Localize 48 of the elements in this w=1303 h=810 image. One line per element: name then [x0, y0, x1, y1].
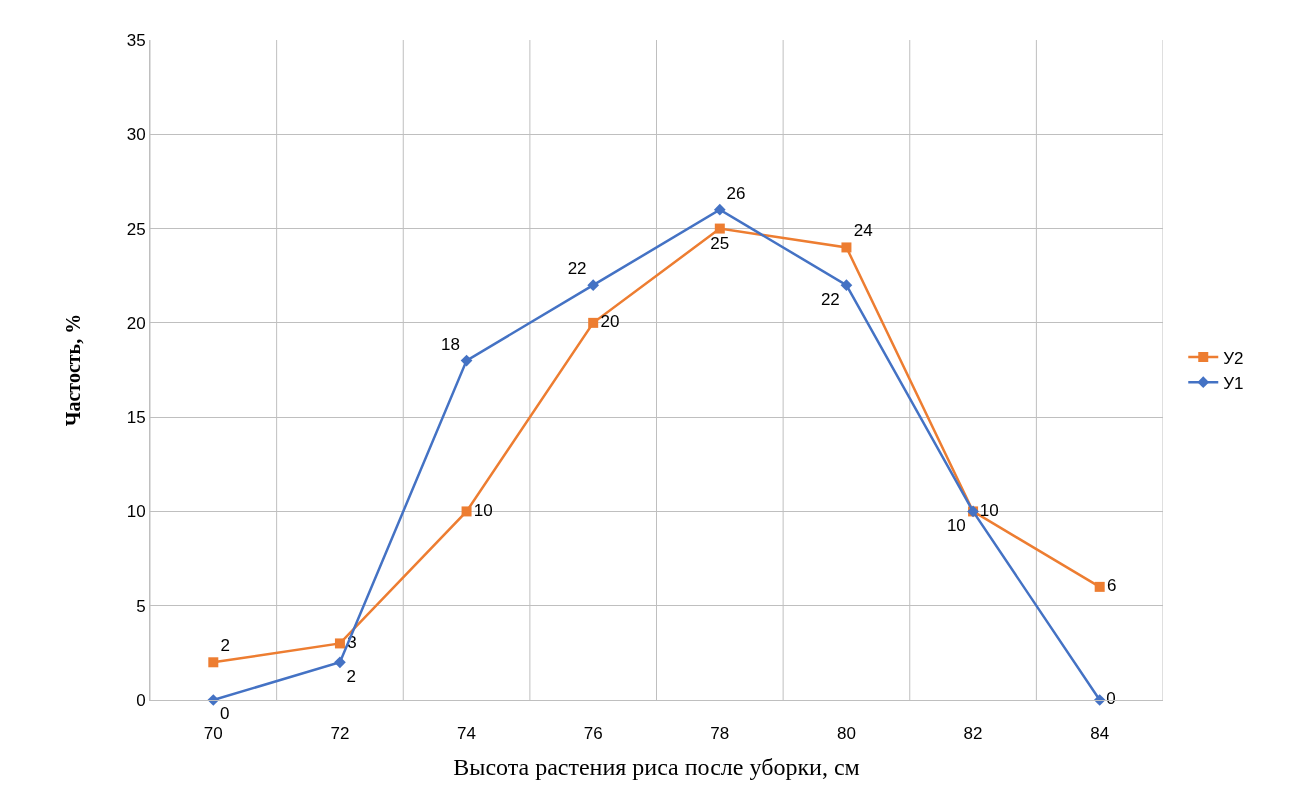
x-tick-label: 76	[583, 724, 603, 744]
point	[840, 279, 853, 291]
x-tick-label: 78	[710, 724, 730, 744]
point	[460, 354, 473, 367]
data-label: 22	[567, 259, 587, 279]
data-label: 0	[219, 704, 230, 724]
data-label: 10	[979, 500, 999, 520]
point	[714, 223, 725, 234]
y-tick-label: 35	[126, 30, 146, 50]
x-axis-title: Высота растения риса после уборки, см	[453, 753, 860, 780]
x-tick-label: 74	[457, 724, 477, 744]
point	[208, 657, 219, 668]
data-label: 18	[441, 334, 460, 354]
x-tick-label: 70	[203, 724, 223, 744]
data-label: 20	[600, 312, 620, 332]
point	[587, 279, 600, 291]
x-tick-label: 82	[963, 724, 983, 744]
data-label: 10	[946, 516, 966, 536]
data-label: 2	[346, 666, 357, 686]
y-tick-label: 15	[126, 408, 146, 428]
data-label: 26	[726, 183, 746, 203]
point	[841, 242, 852, 253]
point	[1094, 581, 1105, 592]
y-tick-label: 20	[126, 313, 146, 333]
y-tick-label: 5	[136, 596, 146, 616]
legend-label: У2	[1223, 348, 1244, 368]
y-tick-label: 0	[136, 690, 146, 710]
x-tick-label: 84	[1090, 724, 1110, 744]
data-label: 6	[1106, 576, 1117, 596]
x-tick-label: 72	[330, 724, 350, 744]
x-tick-label: 80	[836, 724, 856, 744]
point	[207, 694, 220, 706]
point	[461, 506, 472, 517]
data-label: 25	[710, 233, 730, 253]
data-label: 10	[473, 500, 493, 520]
point	[713, 203, 726, 216]
point	[588, 317, 599, 328]
point	[334, 656, 346, 669]
data-label: 24	[853, 220, 873, 240]
point	[1093, 694, 1106, 706]
y-tick-label: 25	[126, 219, 146, 239]
data-label: 2	[220, 635, 231, 655]
legend-label: У1	[1223, 373, 1244, 393]
y-tick-label: 30	[126, 125, 146, 145]
data-label: 22	[820, 289, 840, 309]
point	[334, 638, 345, 649]
y-tick-label: 10	[126, 502, 146, 522]
y-axis-title: Частость, %	[62, 313, 85, 427]
